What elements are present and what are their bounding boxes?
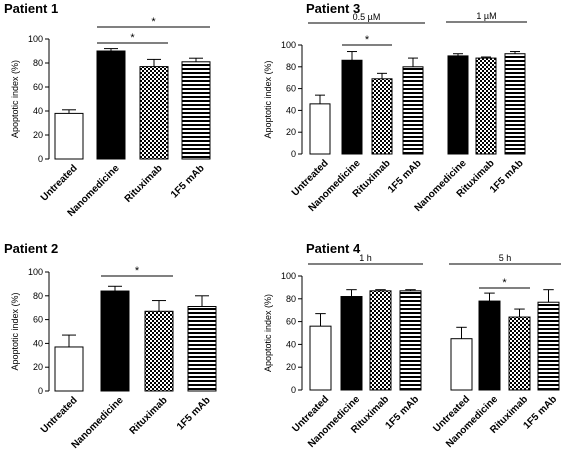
category-label: Rituximab bbox=[123, 163, 165, 205]
bar bbox=[402, 66, 424, 155]
y-tick-label: 100 bbox=[28, 34, 43, 44]
y-tick-label: 40 bbox=[33, 106, 43, 116]
y-tick-label: 80 bbox=[286, 62, 296, 72]
y-tick-label: 20 bbox=[286, 127, 296, 137]
bar bbox=[371, 78, 393, 155]
bar bbox=[369, 290, 392, 391]
y-tick-label: 100 bbox=[281, 40, 296, 50]
bar bbox=[508, 316, 531, 391]
group-label: 0.5 µM bbox=[353, 12, 381, 22]
bar bbox=[475, 57, 497, 155]
significance-star: * bbox=[365, 34, 370, 46]
panel-title: Patient 1 bbox=[4, 1, 58, 16]
bar bbox=[309, 325, 332, 391]
panel-1: Patient 1 0 20 40 60 80 100 Apoptotic index (%)… bbox=[4, 1, 211, 219]
category-label: 1F5 mAb bbox=[386, 158, 424, 196]
y-tick-label: 0 bbox=[291, 385, 296, 395]
bar bbox=[54, 112, 84, 160]
bar bbox=[478, 300, 501, 391]
category-label: Untreated bbox=[39, 163, 80, 204]
panel-title: Patient 2 bbox=[4, 241, 58, 256]
y-tick-label: 80 bbox=[33, 58, 43, 68]
y-tick-label: 0 bbox=[291, 149, 296, 159]
y-tick-label: 40 bbox=[33, 338, 43, 348]
panel-title: Patient 3 bbox=[306, 1, 360, 16]
panel-4: Patient 4 0 20 40 60 80 100 Apoptotic index (%)… bbox=[263, 241, 561, 450]
category-label: Nanomedicine bbox=[444, 394, 500, 450]
y-tick-label: 60 bbox=[286, 317, 296, 327]
y-tick-label: 40 bbox=[286, 105, 296, 115]
category-label: 1F5 mAb bbox=[169, 163, 207, 201]
category-label: 1F5 mAb bbox=[384, 394, 422, 432]
bar bbox=[100, 290, 130, 392]
panel-3: Patient 2 0 20 40 60 80 100 Apoptotic index (%)… bbox=[4, 241, 217, 451]
y-axis-label: Apoptotic index (%) bbox=[263, 60, 273, 138]
bar bbox=[450, 338, 473, 391]
y-tick-label: 20 bbox=[33, 362, 43, 372]
significance-star: * bbox=[130, 32, 135, 44]
y-tick-label: 0 bbox=[38, 154, 43, 164]
y-axis-label: Apoptotic index (%) bbox=[263, 294, 273, 372]
bar bbox=[537, 301, 560, 391]
y-axis-label: Apoptotic index (%) bbox=[10, 292, 20, 370]
y-tick-label: 60 bbox=[286, 84, 296, 94]
panel-title: Patient 4 bbox=[306, 241, 361, 256]
category-label: Untreated bbox=[39, 395, 80, 436]
y-tick-label: 40 bbox=[286, 339, 296, 349]
group-label: 1 µM bbox=[476, 11, 496, 21]
bar bbox=[340, 296, 363, 391]
group-label: 1 h bbox=[359, 253, 372, 263]
bar bbox=[309, 103, 331, 155]
bar bbox=[341, 59, 363, 155]
bar bbox=[399, 290, 422, 391]
y-axis-label: Apoptotic index (%) bbox=[10, 60, 20, 138]
bar bbox=[181, 61, 211, 160]
panel-2: Patient 3 0 20 40 60 80 100 Apoptotic index (%)… bbox=[263, 1, 527, 214]
y-tick-label: 60 bbox=[33, 82, 43, 92]
y-tick-label: 100 bbox=[281, 271, 296, 281]
bar bbox=[447, 55, 469, 155]
y-tick-label: 80 bbox=[33, 291, 43, 301]
y-tick-label: 60 bbox=[33, 315, 43, 325]
bar bbox=[187, 306, 217, 392]
group-label: 5 h bbox=[499, 253, 512, 263]
y-tick-label: 0 bbox=[38, 386, 43, 396]
significance-star: * bbox=[502, 277, 507, 289]
bar bbox=[96, 50, 126, 160]
significance-star: * bbox=[135, 265, 140, 277]
y-tick-label: 80 bbox=[286, 294, 296, 304]
y-tick-label: 20 bbox=[286, 362, 296, 372]
significance-star: * bbox=[151, 16, 156, 28]
bar bbox=[504, 53, 526, 155]
bar bbox=[144, 310, 174, 392]
category-label: Rituximab bbox=[128, 395, 170, 437]
bar bbox=[54, 346, 84, 392]
category-label: 1F5 mAb bbox=[175, 395, 213, 433]
y-tick-label: 100 bbox=[28, 267, 43, 277]
bar bbox=[139, 66, 169, 160]
y-tick-label: 20 bbox=[33, 130, 43, 140]
